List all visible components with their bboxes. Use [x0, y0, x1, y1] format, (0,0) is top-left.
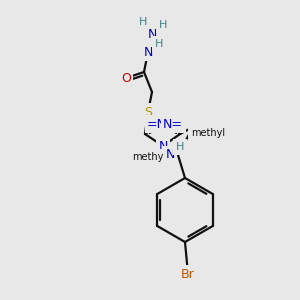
Text: H: H — [155, 39, 163, 49]
Text: O: O — [121, 71, 131, 85]
Text: Br: Br — [181, 268, 195, 281]
Text: methyl: methyl — [132, 152, 166, 162]
Text: N: N — [158, 140, 168, 152]
Text: S: S — [144, 106, 152, 118]
Text: =N: =N — [147, 118, 167, 130]
Text: N=: N= — [163, 118, 183, 130]
Text: H: H — [159, 20, 167, 30]
Text: N: N — [165, 148, 175, 161]
Text: N: N — [143, 46, 153, 59]
Text: H: H — [139, 17, 147, 27]
Text: H: H — [176, 142, 184, 152]
Text: N: N — [147, 28, 157, 40]
Text: methyl: methyl — [191, 128, 225, 138]
